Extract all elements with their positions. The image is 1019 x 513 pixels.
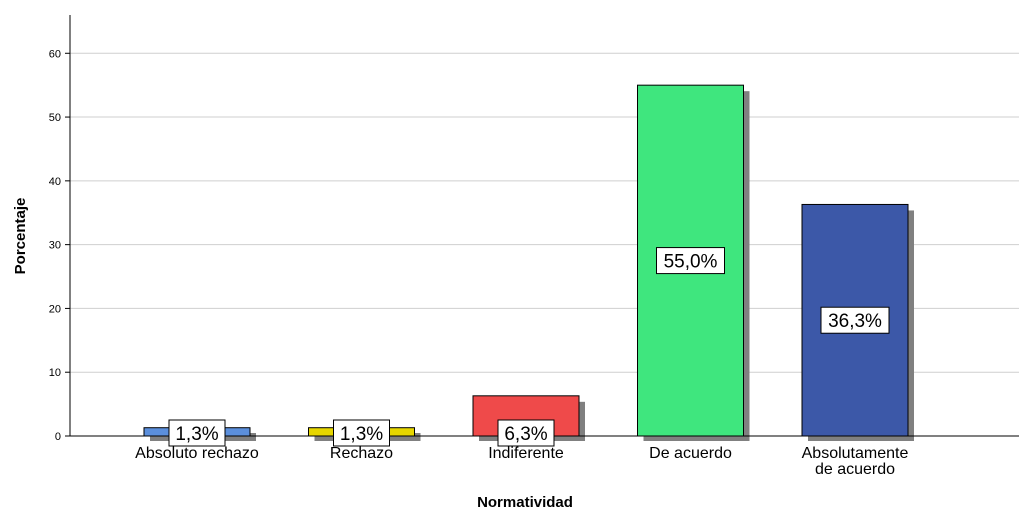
data-label: 6,3% [497,419,555,447]
data-label: 1,3% [168,419,226,447]
y-tick-label: 30 [49,240,61,252]
y-tick-label: 10 [49,367,61,379]
x-axis-title: Normatividad [477,494,573,511]
data-label: 36,3% [820,306,890,334]
data-label-text: 36,3% [828,311,882,332]
category-label: Indiferente [488,445,564,462]
category-labels: Absoluto rechazo Rechazo Indiferente De acu… [135,445,908,478]
category-label: Absoluto rechazo [135,445,259,462]
y-tick-label: 0 [55,431,61,443]
data-label: 55,0% [656,247,725,275]
data-label: 1,3% [333,419,390,447]
y-tick-label: 40 [49,176,61,188]
y-tick-label: 20 [49,303,61,315]
data-label-box [820,306,890,334]
y-tick-label: 60 [49,48,61,60]
category-label: Rechazo [330,445,393,462]
data-label-box [656,247,725,275]
category-label: Absolutamente de acuerdo [802,445,909,478]
data-label-text: 1,3% [175,424,218,445]
y-axis-title: Porcentaje [12,198,29,275]
data-label-box [168,419,226,447]
data-labels: 1,3% 1,3% 6,3% 55,0% 36,3% [168,247,890,447]
category-label: De acuerdo [649,445,732,462]
data-label-box [497,419,555,447]
bars [143,84,909,437]
bar-shadows [150,91,914,442]
y-tick-labels: 0 10 20 30 40 50 60 [49,48,70,443]
y-tick-label: 50 [49,112,61,124]
data-label-text: 55,0% [664,252,718,273]
data-label-text: 1,3% [340,424,383,445]
data-label-box [333,419,390,447]
data-label-text: 6,3% [504,424,547,445]
